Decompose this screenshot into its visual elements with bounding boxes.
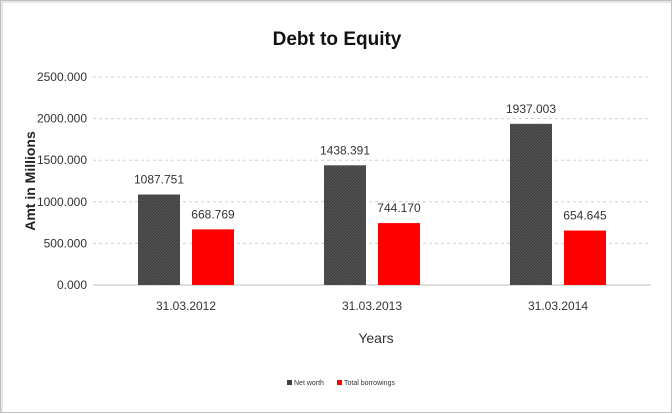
y-axis-ticks: 0.000 500.000 1000.000 1500.000 2000.000 2500… (37, 70, 87, 292)
chart-title: Debt to Equity (273, 29, 402, 50)
y-tick-label: 2000.000 (37, 112, 87, 126)
gridlines (93, 76, 651, 286)
y-axis-title: Amt in Millions (22, 131, 38, 231)
legend-swatch (337, 380, 342, 385)
legend-label: Net worth (294, 380, 324, 387)
bar-total-borrowings (378, 223, 420, 285)
x-axis-ticks: 31.03.2012 31.03.2013 31.03.2014 (156, 299, 588, 313)
bar-net-worth (510, 123, 552, 286)
x-tick-label: 31.03.2014 (528, 299, 588, 313)
bar-net-worth (324, 165, 366, 285)
data-label: 668.769 (191, 207, 235, 221)
bar-total-borrowings (564, 230, 606, 285)
bar-total-borrowings (192, 229, 234, 285)
x-tick-label: 31.03.2013 (342, 299, 402, 313)
legend-label: Total borrowings (344, 380, 395, 387)
y-tick-label: 2500.000 (37, 70, 87, 84)
data-label: 1438.391 (320, 143, 370, 157)
y-tick-label: 1000.000 (37, 195, 87, 209)
data-label: 654.645 (563, 209, 607, 223)
legend-swatch (287, 380, 292, 385)
bars: 1087.751 668.769 1438.391 744.170 1937.003 65… (134, 102, 607, 286)
legend: Net worth Total borrowings (287, 380, 395, 387)
y-tick-label: 1500.000 (37, 153, 87, 167)
data-label: 1087.751 (134, 172, 184, 186)
x-tick-label: 31.03.2012 (156, 299, 216, 313)
bar-net-worth (138, 194, 180, 285)
y-tick-label: 500.000 (44, 236, 88, 250)
x-axis-title: Years (358, 330, 393, 346)
data-label: 1937.003 (506, 102, 556, 116)
y-tick-label: 0.000 (57, 278, 87, 292)
data-label: 744.170 (377, 201, 421, 215)
